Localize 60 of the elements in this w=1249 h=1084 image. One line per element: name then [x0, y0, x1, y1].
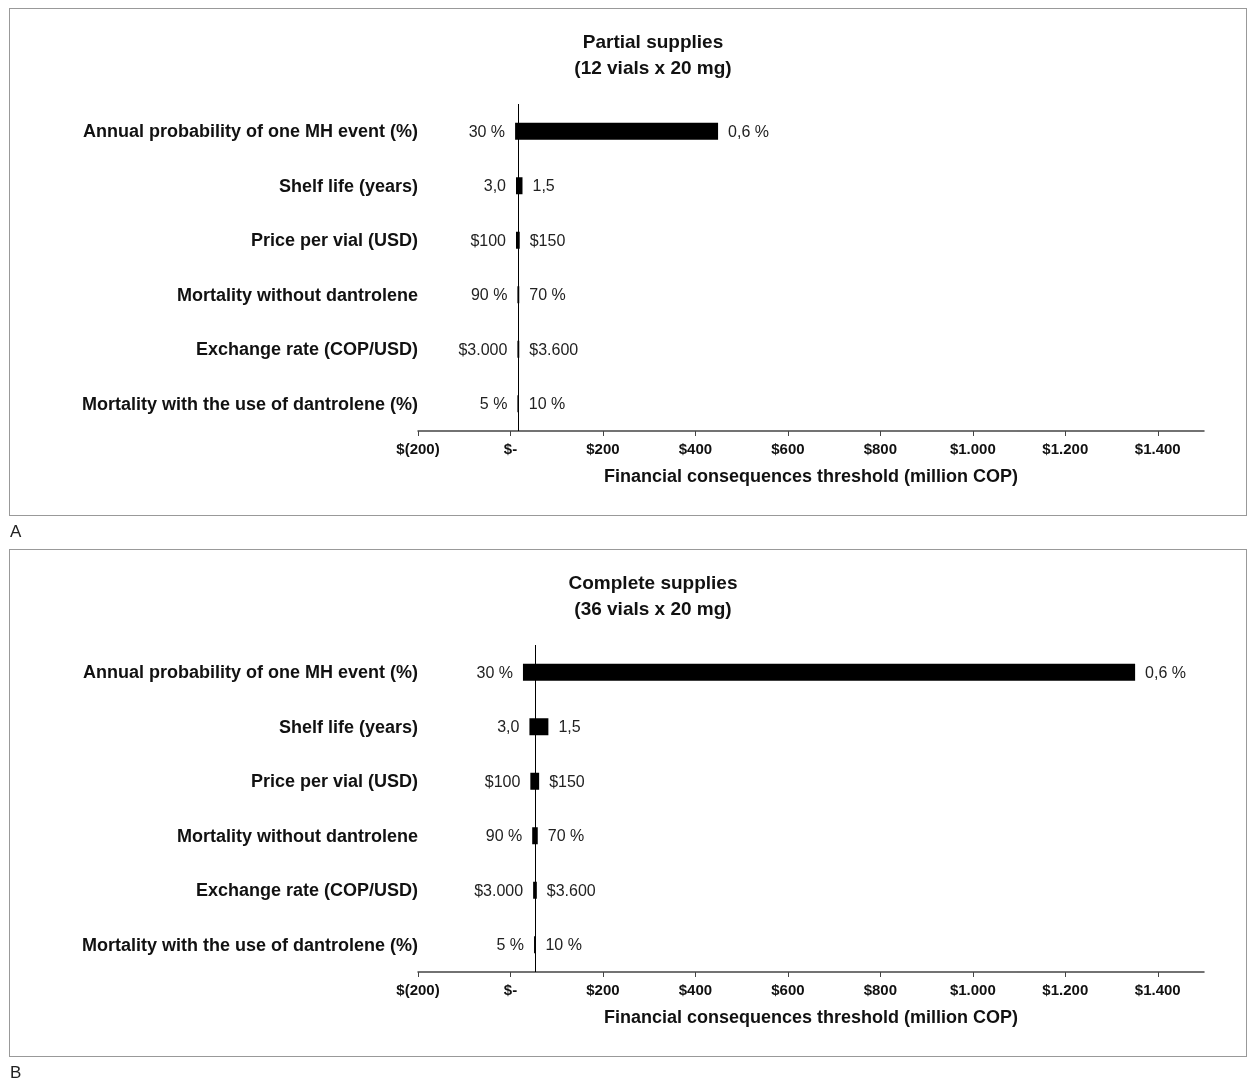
- x-tick-label: $(200): [396, 981, 440, 998]
- x-tick-label: $1.000: [949, 440, 996, 457]
- y-tick-label: Mortality with the use of dantrolene (%): [81, 393, 418, 414]
- x-tick-label: $-: [503, 981, 518, 998]
- annotation: $150: [549, 772, 585, 790]
- y-tick-label: Exchange rate (COP/USD): [195, 339, 418, 360]
- annotation: 3,0: [497, 718, 520, 736]
- x-tick-label: $200: [586, 981, 620, 998]
- annotation: $3.000: [458, 340, 508, 358]
- y-tick-label: Exchange rate (COP/USD): [195, 880, 418, 901]
- annotation: 1,5: [558, 718, 581, 736]
- y-tick-label: Annual probability of one MH event (%): [82, 662, 418, 683]
- chart-title: Partial supplies (12 vials x 20 mg): [574, 30, 732, 78]
- x-tick-label: $-: [503, 440, 518, 457]
- y-tick-label: Shelf life (years): [278, 175, 418, 196]
- annotation: 1,5: [532, 177, 555, 195]
- x-tick-label: $400: [678, 440, 713, 457]
- annotation: 30 %: [468, 122, 506, 140]
- annotation: $3.600: [529, 340, 579, 358]
- y-tick-label: Mortality without dantrolene: [177, 284, 418, 305]
- x-tick-label: $1.400: [1134, 440, 1181, 457]
- x-tick-label: $1.400: [1134, 981, 1181, 998]
- y-tick-label: Mortality with the use of dantrolene (%): [81, 934, 418, 955]
- x-tick-label: $800: [863, 440, 898, 457]
- annotation: 90 %: [470, 286, 508, 304]
- annotation: $3.000: [474, 881, 524, 899]
- annotation: 30 %: [476, 663, 513, 681]
- annotation: 90 %: [485, 827, 523, 845]
- chart-title: Complete supplies (36 vials x 20 mg): [568, 571, 738, 619]
- y-tick-label: Shelf life (years): [278, 716, 418, 737]
- x-axis-title: Financial consequences threshold (million COP): [603, 1007, 1019, 1027]
- annotation: 70 %: [529, 286, 566, 304]
- y-tick-label: Price per vial (USD): [250, 230, 419, 251]
- annotation: 3,0: [483, 177, 507, 195]
- text: B: [10, 1063, 22, 1083]
- annotation: $3.600: [546, 881, 596, 899]
- annotation: $100: [470, 231, 507, 249]
- annotation: 5 %: [496, 936, 525, 954]
- annotation: $100: [484, 772, 521, 790]
- annotation: 0,6 %: [728, 122, 769, 140]
- annotation: 5 %: [479, 395, 508, 413]
- y-tick-label: Annual probability of one MH event (%): [82, 121, 418, 142]
- annotation: 70 %: [547, 827, 585, 845]
- annotation: $150: [529, 231, 566, 249]
- x-tick-label: $1.200: [1042, 981, 1089, 998]
- x-tick-label: $600: [771, 981, 805, 998]
- x-tick-label: $(200): [396, 440, 440, 457]
- text: A: [10, 522, 22, 542]
- annotation: 10 %: [528, 395, 566, 413]
- annotation: 10 %: [545, 936, 582, 954]
- x-tick-label: $200: [586, 440, 620, 457]
- x-tick-label: $600: [771, 440, 805, 457]
- annotation: 0,6 %: [1145, 663, 1187, 681]
- y-tick-label: Mortality without dantrolene: [177, 825, 418, 846]
- x-tick-label: $1.000: [949, 981, 996, 998]
- x-axis-title: Financial consequences threshold (million COP): [603, 466, 1019, 486]
- x-tick-label: $800: [863, 981, 898, 998]
- x-tick-label: $400: [678, 981, 713, 998]
- y-tick-label: Price per vial (USD): [250, 771, 419, 792]
- x-tick-label: $1.200: [1042, 440, 1089, 457]
